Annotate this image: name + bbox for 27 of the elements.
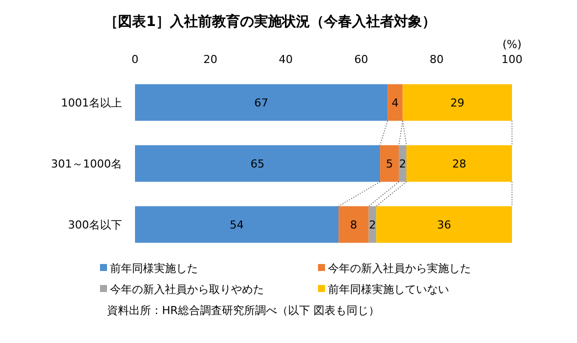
y-tick-label: 300名以下 [68,218,122,232]
x-tick-label: 40 [278,53,293,66]
legend-label: 前年同様実施していない [328,283,449,296]
x-tick-label: 100 [502,53,522,66]
data-label: 54 [230,218,244,232]
data-label: 28 [452,158,466,170]
legend-label: 前年同様実施した [110,262,198,275]
x-tick-label: 80 [430,53,444,66]
chart-title: ［図表1］入社前教育の実施状況（今春入社者対象） [104,13,436,30]
text: 資料出所：HR総合調査研究所調べ（以下 図表も同じ） [107,304,380,317]
y-tick-label: 1001名以上 [61,96,122,110]
x-axis-title: (%) [502,38,522,51]
x-tick-label: 20 [203,53,218,66]
x-tick-label: 60 [354,53,368,66]
data-label: 8 [350,218,358,232]
legend-label: 今年の新入社員から実施した [328,262,471,275]
x-tick-label: 0 [132,53,138,66]
data-label: 65 [250,158,265,170]
data-label: 4 [392,96,399,110]
data-label: 5 [386,158,393,170]
data-label: 67 [254,96,268,110]
legend-label: 今年の新入社員から取りやめた [110,283,264,296]
data-label: 29 [450,96,464,110]
data-label: 36 [437,218,452,232]
data-label: 2 [399,158,406,170]
y-tick-label: 301～1000名 [51,158,122,170]
data-label: 2 [369,218,376,232]
